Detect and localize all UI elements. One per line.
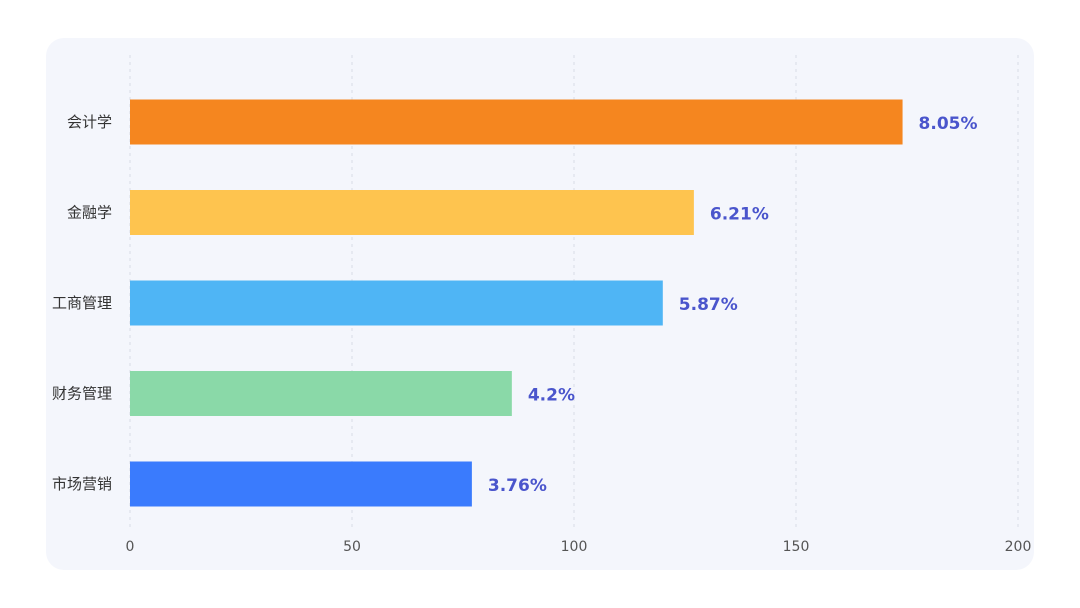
bar-1	[130, 99, 903, 145]
data-label: 6.21%	[710, 205, 769, 225]
bars-layer	[130, 99, 903, 507]
data-label: 4.2%	[528, 386, 575, 406]
x-tick-label: 100	[561, 539, 588, 555]
x-tick-label: 50	[343, 539, 361, 555]
bar-4	[130, 371, 512, 416]
bar-2	[130, 190, 694, 235]
x-tick-label: 150	[783, 539, 810, 555]
x-tick-label: 200	[1005, 539, 1032, 555]
bar-3	[130, 280, 663, 326]
x-tick-label: 0	[126, 539, 135, 555]
data-label: 8.05%	[919, 114, 978, 134]
data-label: 5.87%	[679, 295, 738, 315]
category-label: 财务管理	[52, 385, 112, 403]
category-label: 金融学	[67, 204, 112, 222]
bar-5	[130, 461, 472, 507]
category-label: 会计学	[67, 113, 112, 131]
category-label: 工商管理	[52, 294, 112, 312]
category-label: 市场营销	[52, 475, 112, 493]
data-label: 3.76%	[488, 476, 547, 496]
labels-layer: 会计学 8.05% 金融学 6.21% 工商管理 5.87% 财务管理 4.2% 市场营销 3.7…	[52, 113, 978, 496]
x-axis: 0 50 100 150 200	[126, 539, 1032, 555]
